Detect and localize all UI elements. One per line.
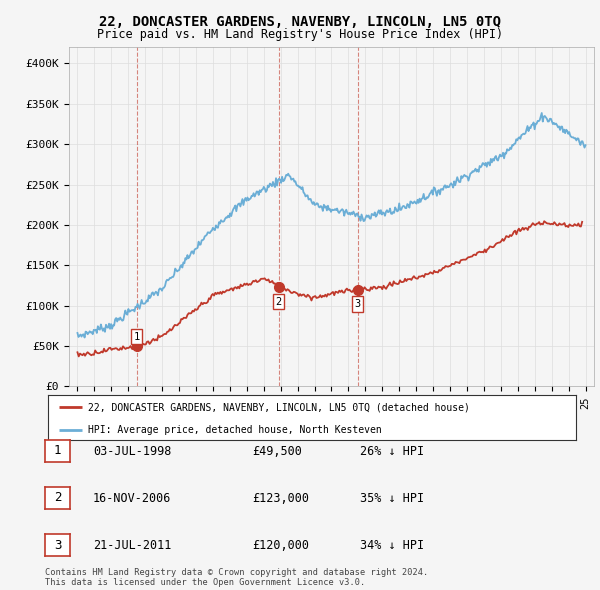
Text: 2: 2 <box>275 297 282 307</box>
Text: £123,000: £123,000 <box>252 492 309 505</box>
Text: 35% ↓ HPI: 35% ↓ HPI <box>360 492 424 505</box>
Text: 22, DONCASTER GARDENS, NAVENBY, LINCOLN, LN5 0TQ (detached house): 22, DONCASTER GARDENS, NAVENBY, LINCOLN,… <box>88 402 469 412</box>
Text: £49,500: £49,500 <box>252 445 302 458</box>
Text: 21-JUL-2011: 21-JUL-2011 <box>93 539 172 552</box>
Text: 2: 2 <box>54 491 61 504</box>
Text: 1: 1 <box>134 332 140 342</box>
Text: 26% ↓ HPI: 26% ↓ HPI <box>360 445 424 458</box>
Text: Price paid vs. HM Land Registry's House Price Index (HPI): Price paid vs. HM Land Registry's House … <box>97 28 503 41</box>
Text: 16-NOV-2006: 16-NOV-2006 <box>93 492 172 505</box>
Text: £120,000: £120,000 <box>252 539 309 552</box>
Text: 03-JUL-1998: 03-JUL-1998 <box>93 445 172 458</box>
Text: 34% ↓ HPI: 34% ↓ HPI <box>360 539 424 552</box>
Text: 22, DONCASTER GARDENS, NAVENBY, LINCOLN, LN5 0TQ: 22, DONCASTER GARDENS, NAVENBY, LINCOLN,… <box>99 15 501 29</box>
Text: HPI: Average price, detached house, North Kesteven: HPI: Average price, detached house, Nort… <box>88 425 382 435</box>
Text: 1: 1 <box>54 444 61 457</box>
Text: 3: 3 <box>54 539 61 552</box>
Text: 3: 3 <box>355 299 361 309</box>
Text: Contains HM Land Registry data © Crown copyright and database right 2024.
This d: Contains HM Land Registry data © Crown c… <box>45 568 428 587</box>
